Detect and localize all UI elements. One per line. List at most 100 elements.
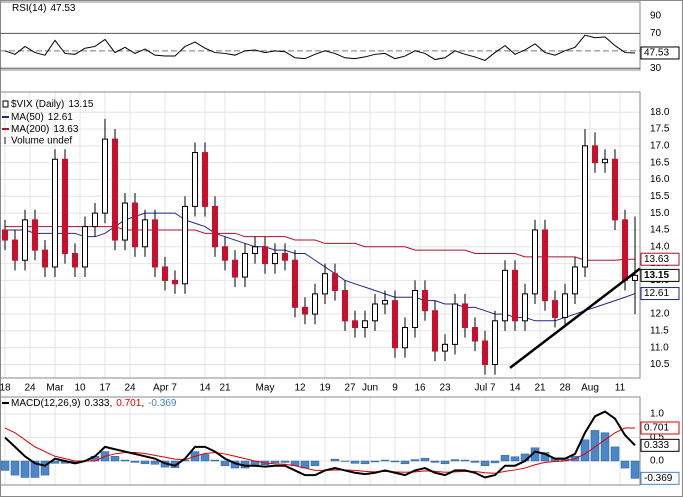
trendline bbox=[509, 267, 641, 369]
legend-title: RSI(14) bbox=[12, 3, 46, 14]
candle-body bbox=[262, 246, 268, 265]
histogram-bar bbox=[440, 460, 450, 465]
legend-name: MA(200) bbox=[11, 124, 49, 135]
candle-body bbox=[302, 306, 308, 315]
value-box bbox=[640, 287, 680, 301]
histogram-bar bbox=[370, 460, 380, 463]
candle-body bbox=[342, 290, 348, 322]
candle-body bbox=[472, 327, 478, 342]
x-tick-label: Jul 7 bbox=[474, 383, 496, 394]
legend: $VIX (Daily) 13.15 bbox=[11, 99, 94, 110]
candle-body bbox=[562, 293, 568, 318]
x-tick-label: Jun bbox=[362, 383, 378, 394]
candle-body bbox=[172, 279, 178, 285]
y-tick-label: 14.5 bbox=[650, 225, 670, 236]
value-box-label: 13.63 bbox=[644, 254, 669, 265]
histogram-bar bbox=[110, 456, 120, 462]
value-box-label: 0.701 bbox=[644, 423, 669, 434]
legend: MACD(12,26,9) 0.333, 0.701, -0.369 bbox=[11, 398, 177, 409]
histogram-bar bbox=[40, 460, 50, 476]
x-tick-label: Aug bbox=[581, 383, 599, 394]
candle-body bbox=[152, 219, 158, 268]
candle-body bbox=[402, 327, 408, 349]
legend-title: MACD(12,26,9) bbox=[11, 398, 80, 409]
legend-name: MA(50) bbox=[11, 112, 44, 123]
candle-body bbox=[82, 226, 88, 268]
x-tick-label: 14 bbox=[509, 383, 521, 394]
legend-value: 0.701 bbox=[116, 398, 141, 409]
x-tick-label: 24 bbox=[124, 383, 136, 394]
candle-body bbox=[362, 320, 368, 329]
candle-body bbox=[372, 303, 378, 322]
histogram-bar bbox=[430, 460, 440, 463]
y-tick-label: 12.0 bbox=[650, 309, 670, 320]
legend-sep: , bbox=[110, 398, 113, 409]
histogram-bar bbox=[450, 459, 460, 462]
histogram-bar bbox=[410, 459, 420, 462]
y-tick-label: 14.0 bbox=[650, 241, 670, 252]
y-tick-label: 10.5 bbox=[650, 359, 670, 370]
y-tick-label: 11.5 bbox=[650, 326, 669, 337]
candle-body bbox=[582, 145, 588, 268]
value-box bbox=[640, 471, 680, 485]
value-box bbox=[640, 421, 680, 435]
candle-body bbox=[182, 205, 188, 285]
legend-title: $VIX (Daily) bbox=[11, 99, 64, 110]
y-tick-label: 30 bbox=[650, 63, 662, 74]
x-tick-label: 19 bbox=[319, 383, 331, 394]
histogram-bar bbox=[420, 457, 430, 462]
histogram-bar bbox=[400, 460, 410, 465]
histogram-bar bbox=[360, 460, 370, 465]
histogram-bar bbox=[210, 459, 220, 462]
x-tick-label: Apr 7 bbox=[153, 383, 177, 394]
x-tick-label: 27 bbox=[344, 383, 356, 394]
y-tick-label: 90 bbox=[650, 11, 662, 22]
histogram-bar bbox=[220, 460, 230, 466]
histogram-bar bbox=[150, 460, 160, 465]
candle-body bbox=[272, 253, 278, 265]
candle-body bbox=[192, 152, 198, 207]
x-tick-label: 23 bbox=[439, 383, 451, 394]
candle-body bbox=[122, 202, 128, 241]
candle-body bbox=[512, 269, 518, 322]
histogram-bar bbox=[270, 460, 280, 464]
histogram-bar bbox=[580, 439, 590, 462]
value-box-label: 13.15 bbox=[644, 270, 669, 281]
y-tick-label: 17.5 bbox=[650, 124, 670, 135]
x-tick-label: 17 bbox=[99, 383, 111, 394]
candle-body bbox=[222, 246, 228, 261]
y-tick-label: 18.0 bbox=[650, 107, 670, 118]
candle-body bbox=[312, 293, 318, 315]
candle-body bbox=[382, 300, 388, 305]
histogram-bar bbox=[130, 460, 140, 463]
candle-body bbox=[532, 229, 538, 295]
candle-body bbox=[332, 273, 338, 292]
value-box-label: 0.333 bbox=[644, 440, 669, 451]
histogram-bar bbox=[20, 460, 30, 478]
histogram-bar bbox=[460, 459, 470, 462]
histogram-bar bbox=[470, 460, 480, 463]
candle-body bbox=[202, 152, 208, 207]
legend-value: -0.369 bbox=[148, 398, 177, 409]
histogram-bar bbox=[620, 460, 630, 469]
histogram-bar bbox=[490, 460, 500, 464]
legend-value: 13.15 bbox=[68, 99, 93, 110]
value-box bbox=[640, 252, 680, 266]
histogram-bar bbox=[310, 460, 320, 466]
signal-line bbox=[4, 427, 636, 474]
candle-body bbox=[52, 158, 58, 268]
y-tick-label: 17.0 bbox=[650, 140, 670, 151]
candle-body bbox=[112, 138, 118, 241]
histogram-bar bbox=[480, 460, 490, 466]
candle-body bbox=[32, 219, 38, 251]
candle-body bbox=[422, 290, 428, 312]
histogram-bar bbox=[590, 430, 600, 462]
legend-value: 47.53 bbox=[50, 3, 75, 14]
legend-swatch bbox=[2, 100, 9, 108]
candle-body bbox=[492, 320, 498, 366]
candle-body bbox=[132, 202, 138, 248]
legend-value: 13.63 bbox=[53, 124, 78, 135]
x-tick-label: 18 bbox=[0, 383, 11, 394]
candle-body bbox=[242, 253, 248, 278]
